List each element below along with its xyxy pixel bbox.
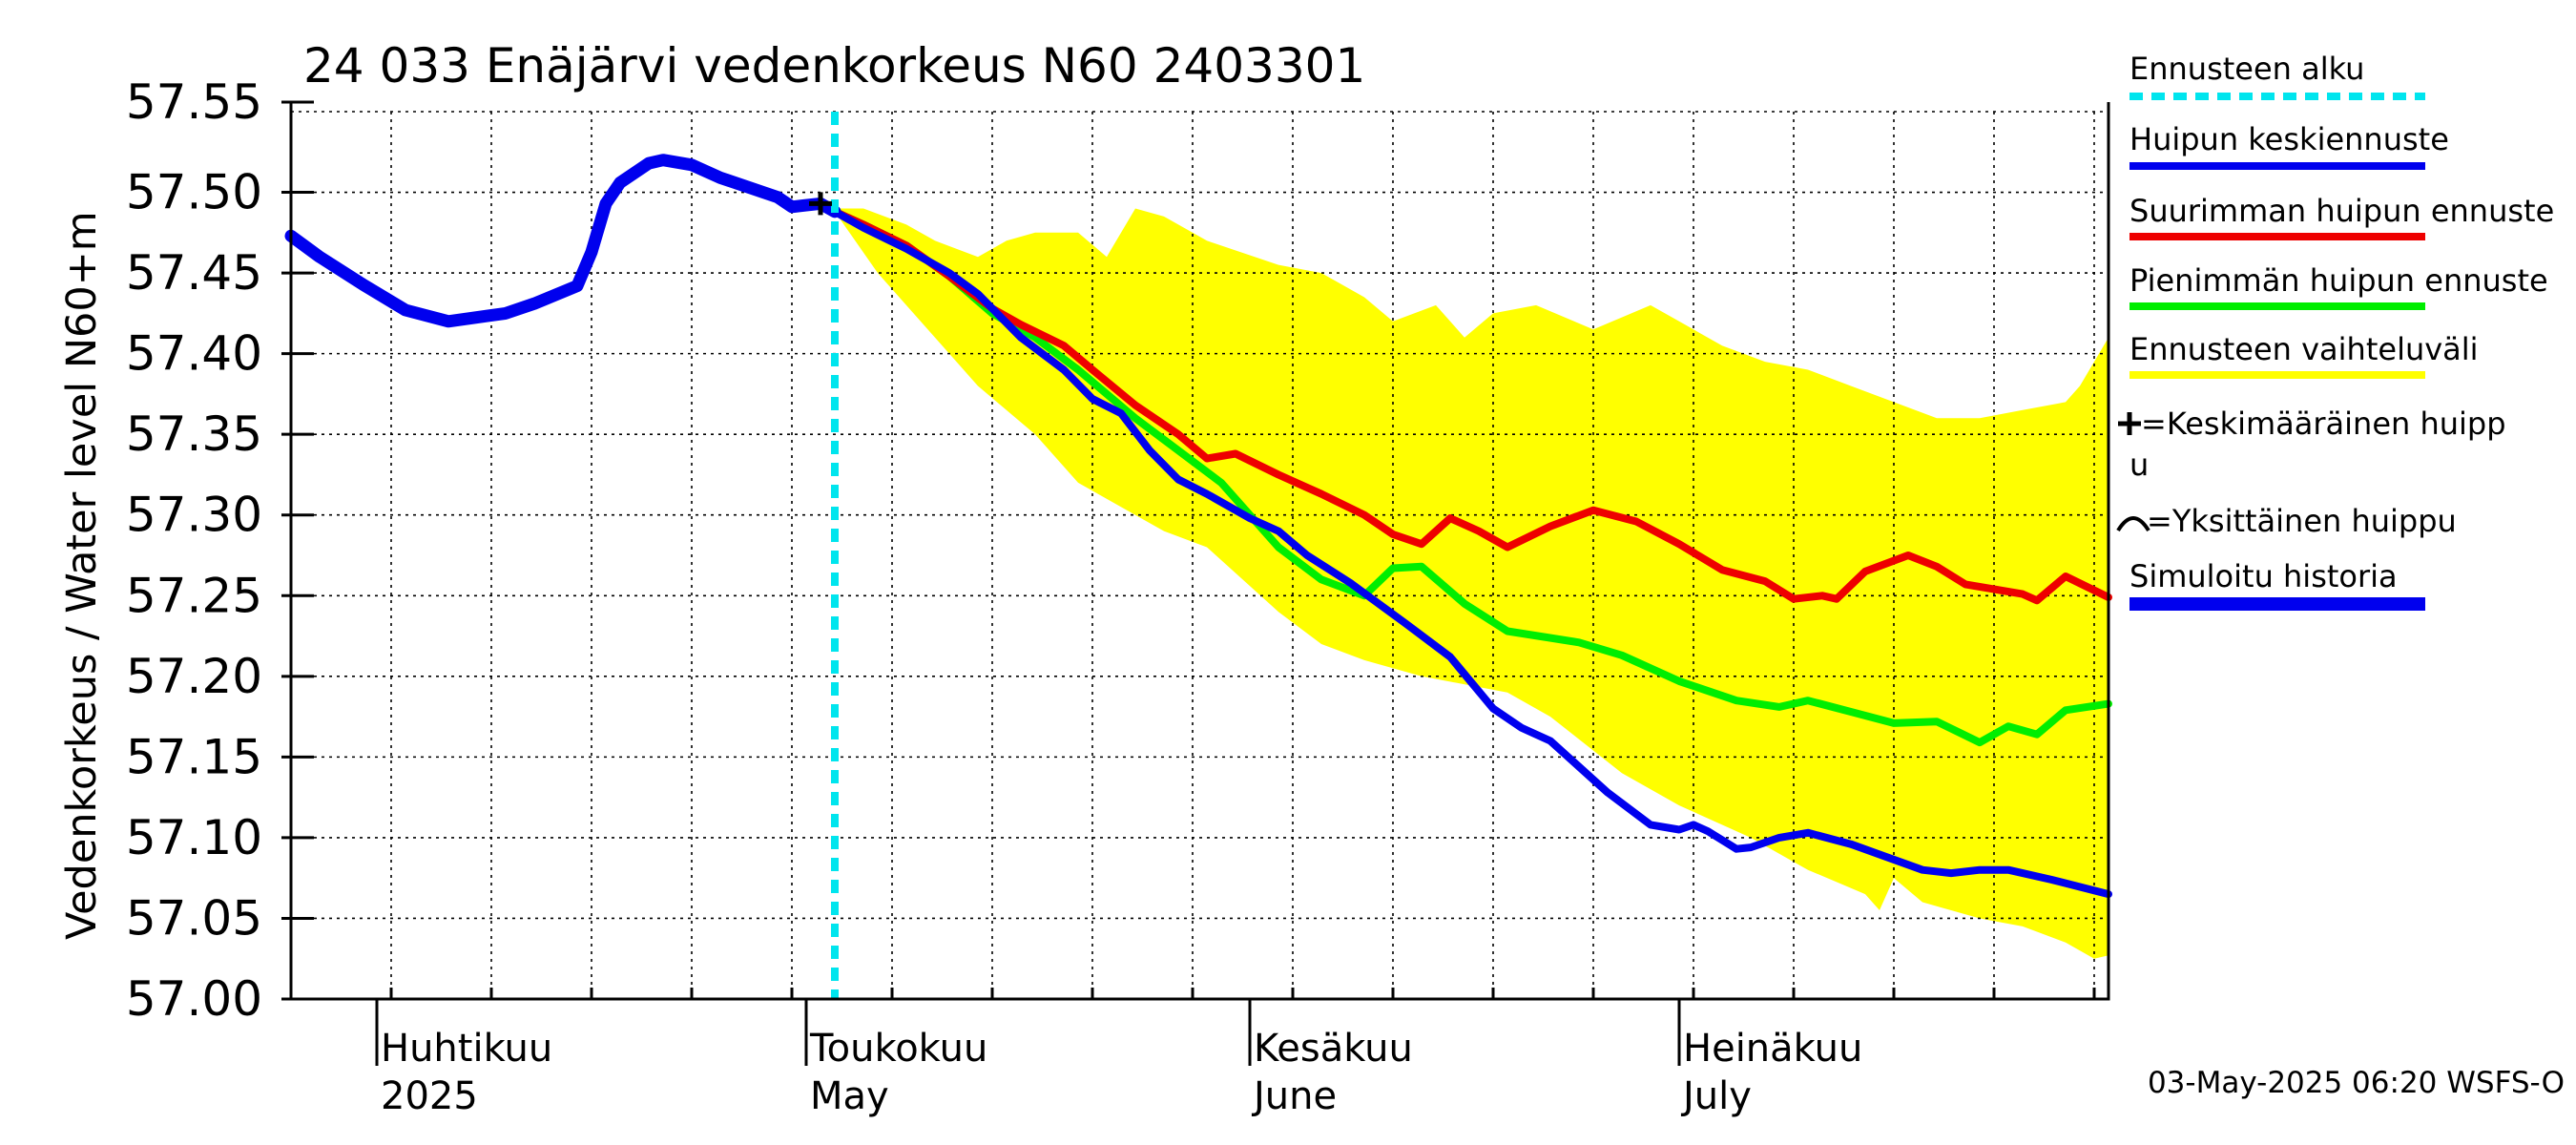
month-label-en: May (810, 1074, 889, 1118)
min-peak-line (831, 207, 2112, 747)
legend-label: =Yksittäinen huippu (2147, 503, 2457, 539)
legend-label: Ennusteen alku (2129, 51, 2364, 87)
month-label-fi: Huhtikuu (381, 1027, 552, 1071)
y-tick-label: 57.15 (126, 729, 262, 784)
legend-label: =Keskimääräinen huipp (2141, 406, 2506, 442)
legend-label: Ennusteen vaihteluväli (2129, 331, 2479, 367)
forecast-band (835, 208, 2109, 959)
legend-label: Pienimmän huipun ennuste (2129, 262, 2548, 299)
y-tick-label: 57.00 (126, 971, 262, 1027)
y-tick-label: 57.30 (126, 488, 262, 543)
plot-area: 57.55 57.50 57.45 57.40 57.35 57.30 57.25 57.20… (126, 74, 2112, 1118)
chart-title: 24 033 Enäjärvi vedenkorkeus N60 2403301 (303, 38, 1365, 94)
plot-frame (289, 102, 2110, 1001)
legend: Ennusteen alku Huipun keskiennuste Suurimm… (2116, 51, 2554, 611)
y-tick-label: 57.40 (126, 326, 262, 382)
mean-peak-marker (809, 192, 832, 216)
legend-label: Simuloitu historia (2129, 558, 2398, 594)
footer-timestamp: 03-May-2025 06:20 WSFS-O (2148, 1066, 2565, 1100)
y-tick-label: 57.10 (126, 810, 262, 865)
y-tick-label: 57.20 (126, 649, 262, 704)
legend-label: Huipun keskiennuste (2129, 121, 2449, 157)
y-tick-label: 57.05 (126, 890, 262, 946)
y-tick-label: 57.45 (126, 245, 262, 301)
y-tick-label: 57.50 (126, 165, 262, 220)
y-tick-label: 57.55 (126, 74, 262, 130)
month-label-en: 2025 (381, 1074, 478, 1118)
y-axis-label: Vedenkorkeus / Water level N60+m (58, 211, 106, 940)
legend-plus-symbol (2118, 412, 2141, 435)
mean-peak-forecast-line (831, 207, 2112, 899)
month-label-en: July (1680, 1074, 1752, 1118)
month-label-en: June (1251, 1074, 1337, 1118)
month-label-fi: Kesäkuu (1254, 1027, 1413, 1071)
legend-label: u (2129, 447, 2149, 483)
max-peak-line (831, 207, 2112, 605)
y-tick-label: 57.35 (126, 406, 262, 462)
legend-arc-symbol (2116, 516, 2150, 532)
month-label-fi: Heinäkuu (1683, 1027, 1862, 1071)
legend-label: Suurimman huipun ennuste (2129, 193, 2554, 229)
y-tick-label: 57.25 (126, 568, 262, 623)
month-label-fi: Toukokuu (809, 1027, 987, 1071)
simulated-history-line (284, 154, 841, 328)
